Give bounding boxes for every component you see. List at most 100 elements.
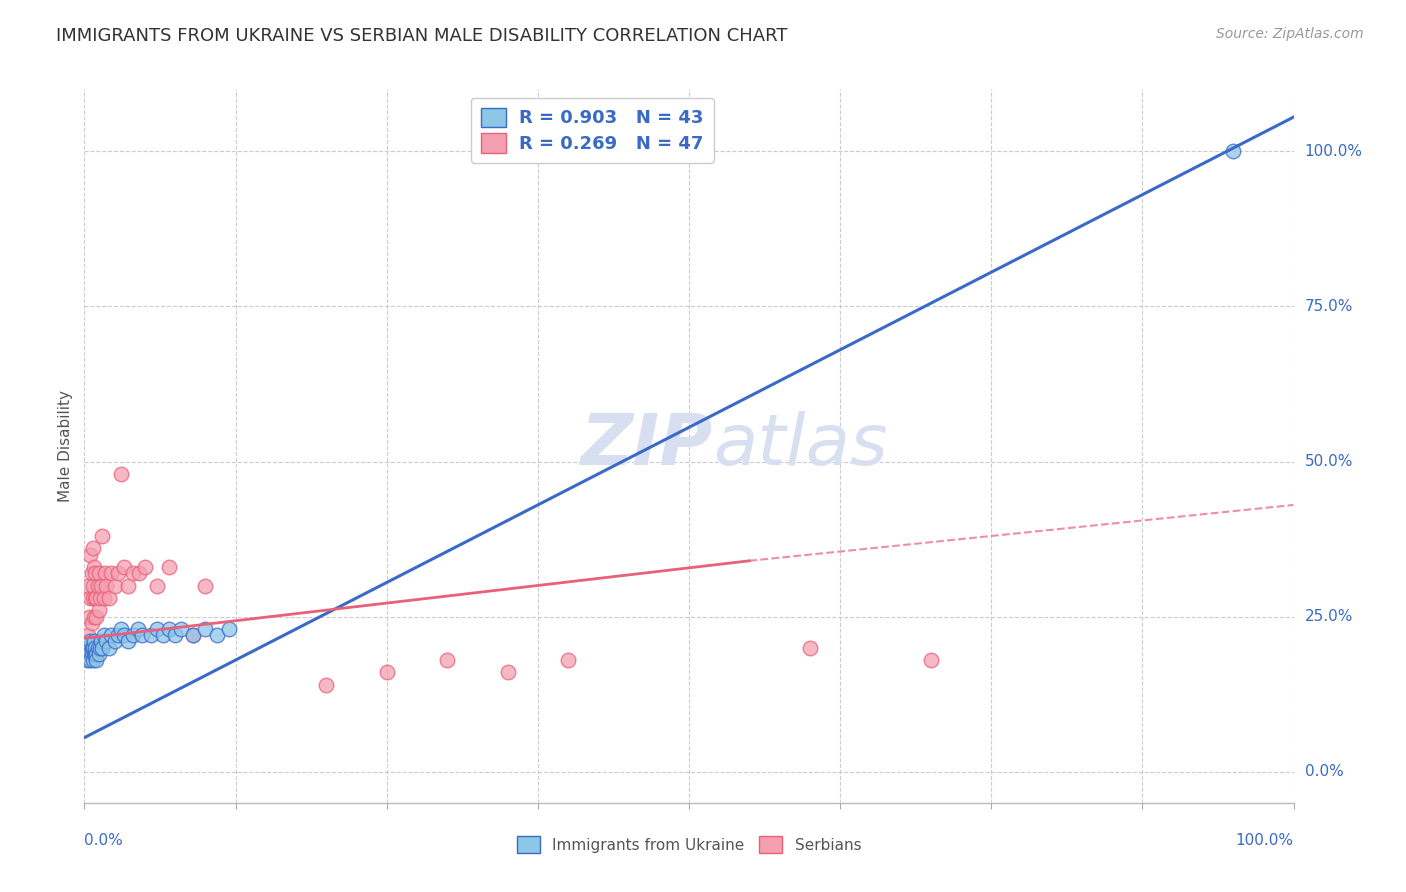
Point [110, 467, 132, 481]
Point [83, 647, 105, 661]
Point [82, 653, 104, 667]
Point [89, 640, 111, 655]
Text: 0.0%: 0.0% [1305, 764, 1343, 780]
Point [86, 647, 108, 661]
Point [799, 640, 821, 655]
Point [82, 591, 104, 605]
Text: 100.0%: 100.0% [1236, 833, 1294, 848]
Point [76, 640, 98, 655]
Point [87, 647, 110, 661]
Point [194, 579, 217, 593]
Point [496, 665, 519, 680]
Point [84, 640, 107, 655]
Point [77, 628, 100, 642]
Point [90, 579, 112, 593]
Point [77, 647, 100, 661]
Point [121, 628, 143, 642]
Point [110, 622, 132, 636]
Text: 50.0%: 50.0% [1305, 454, 1353, 469]
Text: 25.0%: 25.0% [1305, 609, 1353, 624]
Point [82, 541, 104, 556]
Point [89, 591, 111, 605]
Point [94, 634, 117, 648]
Point [112, 560, 135, 574]
Point [86, 640, 108, 655]
Point [112, 628, 135, 642]
Point [87, 566, 110, 581]
Point [79, 591, 101, 605]
Point [91, 640, 114, 655]
Text: 0.0%: 0.0% [84, 833, 124, 848]
Point [93, 628, 115, 642]
Text: atlas: atlas [713, 411, 887, 481]
Point [152, 628, 174, 642]
Point [157, 560, 180, 574]
Point [76, 653, 98, 667]
Point [94, 566, 117, 581]
Point [181, 628, 204, 642]
Point [107, 566, 129, 581]
Point [84, 591, 107, 605]
Y-axis label: Male Disability: Male Disability [58, 390, 73, 502]
Point [107, 628, 129, 642]
Text: ZIP: ZIP [581, 411, 713, 481]
Point [93, 591, 115, 605]
Point [920, 653, 942, 667]
Point [97, 640, 120, 655]
Point [91, 529, 114, 543]
Point [134, 560, 156, 574]
Point [1222, 145, 1244, 159]
Point [315, 678, 337, 692]
Point [557, 653, 579, 667]
Point [146, 622, 169, 636]
Point [94, 579, 117, 593]
Text: IMMIGRANTS FROM UKRAINE VS SERBIAN MALE DISABILITY CORRELATION CHART: IMMIGRANTS FROM UKRAINE VS SERBIAN MALE … [56, 27, 787, 45]
Point [139, 628, 162, 642]
Point [170, 622, 193, 636]
Point [83, 560, 105, 574]
Point [121, 566, 143, 581]
Point [79, 634, 101, 648]
Point [82, 640, 104, 655]
Point [90, 634, 112, 648]
Point [86, 591, 108, 605]
Point [194, 622, 217, 636]
Point [83, 609, 105, 624]
Point [218, 622, 240, 636]
Text: 100.0%: 100.0% [1305, 144, 1362, 159]
Point [80, 640, 103, 655]
Point [84, 647, 107, 661]
Point [100, 566, 122, 581]
Point [436, 653, 458, 667]
Point [80, 566, 103, 581]
Point [82, 579, 104, 593]
Point [79, 548, 101, 562]
Point [165, 628, 187, 642]
Point [117, 579, 139, 593]
Point [86, 579, 108, 593]
Point [79, 653, 101, 667]
Point [157, 622, 180, 636]
Point [84, 566, 107, 581]
Point [83, 634, 105, 648]
Point [77, 579, 100, 593]
Text: 75.0%: 75.0% [1305, 299, 1353, 314]
Point [100, 628, 122, 642]
Point [375, 665, 398, 680]
Point [86, 609, 108, 624]
Point [77, 640, 100, 655]
Point [86, 653, 108, 667]
Point [77, 609, 100, 624]
Point [131, 628, 153, 642]
Point [80, 647, 103, 661]
Point [128, 566, 150, 581]
Point [104, 579, 127, 593]
Point [97, 591, 120, 605]
Legend: Immigrants from Ukraine, Serbians: Immigrants from Ukraine, Serbians [510, 830, 868, 859]
Point [104, 634, 127, 648]
Point [117, 634, 139, 648]
Point [80, 615, 103, 630]
Point [87, 603, 110, 617]
Point [146, 579, 169, 593]
Text: Source: ZipAtlas.com: Source: ZipAtlas.com [1216, 27, 1364, 41]
